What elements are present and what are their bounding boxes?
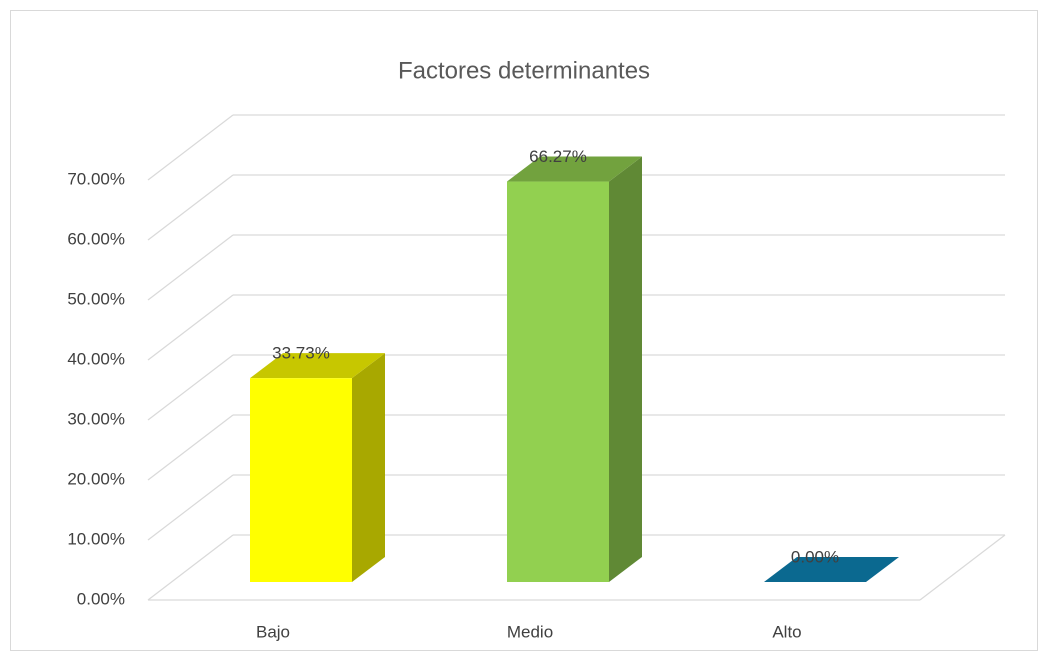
y-tick-label: 30.00% bbox=[67, 409, 125, 428]
y-tick-label: 0.00% bbox=[77, 589, 125, 608]
grid-line bbox=[147, 354, 234, 421]
bar bbox=[507, 181, 609, 582]
data-label: 33.73% bbox=[272, 344, 330, 363]
floor-edge bbox=[919, 534, 1006, 601]
bar bbox=[250, 378, 352, 582]
x-tick-label: Medio bbox=[507, 622, 553, 641]
grid-line bbox=[147, 234, 234, 301]
data-label: 66.27% bbox=[529, 147, 587, 166]
bar-side bbox=[352, 353, 385, 582]
grid-line bbox=[147, 534, 234, 601]
grid-line bbox=[147, 474, 234, 541]
grid-line bbox=[147, 414, 234, 481]
grid-line bbox=[147, 294, 234, 361]
y-tick-label: 70.00% bbox=[67, 169, 125, 188]
x-tick-label: Alto bbox=[772, 622, 801, 641]
x-tick-label: Bajo bbox=[256, 622, 290, 641]
chart-title: Factores determinantes bbox=[398, 57, 650, 84]
y-tick-label: 20.00% bbox=[67, 469, 125, 488]
grid-line bbox=[147, 174, 234, 241]
data-label: 0.00% bbox=[791, 547, 839, 566]
bar-side bbox=[609, 156, 642, 582]
bar-top bbox=[507, 156, 642, 182]
grid-line bbox=[147, 114, 234, 181]
y-tick-label: 10.00% bbox=[67, 529, 125, 548]
y-tick-label: 40.00% bbox=[67, 349, 125, 368]
y-tick-label: 50.00% bbox=[67, 289, 125, 308]
bar-top bbox=[764, 557, 899, 582]
y-tick-label: 60.00% bbox=[67, 229, 125, 248]
bar-top bbox=[250, 353, 385, 379]
